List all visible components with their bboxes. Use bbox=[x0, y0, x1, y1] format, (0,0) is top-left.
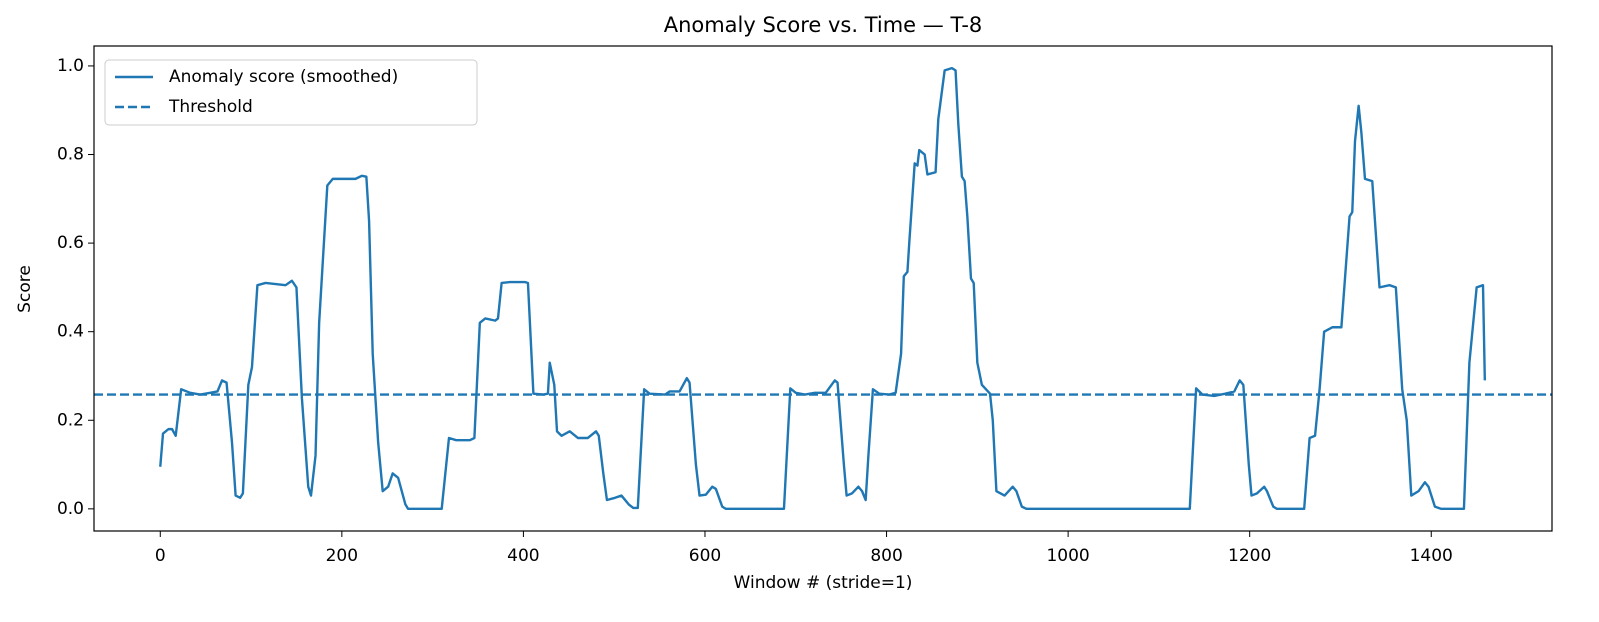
y-tick-label: 0.8 bbox=[57, 145, 84, 165]
x-tick-label: 1400 bbox=[1410, 546, 1453, 566]
chart-title: Anomaly Score vs. Time — T-8 bbox=[664, 13, 983, 37]
x-tick-label: 600 bbox=[689, 546, 721, 566]
x-tick-label: 800 bbox=[870, 546, 902, 566]
axes-frame bbox=[93, 45, 1553, 532]
legend-label: Threshold bbox=[168, 97, 253, 117]
x-tick-label: 400 bbox=[507, 546, 539, 566]
x-tick-label: 0 bbox=[155, 546, 166, 566]
y-tick-label: 0.2 bbox=[57, 410, 84, 430]
legend-label: Anomaly score (smoothed) bbox=[169, 67, 398, 87]
legend-box bbox=[104, 59, 478, 126]
x-tick-label: 1000 bbox=[1046, 546, 1089, 566]
x-tick-label: 1200 bbox=[1228, 546, 1271, 566]
x-tick-label: 200 bbox=[326, 546, 358, 566]
y-axis-label: Score bbox=[15, 265, 35, 313]
y-tick-label: 0.4 bbox=[57, 322, 84, 342]
series-line bbox=[159, 66, 1487, 511]
y-tick-label: 0.0 bbox=[57, 499, 84, 519]
x-axis-label: Window # (stride=1) bbox=[734, 573, 913, 593]
y-tick-label: 0.6 bbox=[57, 233, 84, 253]
y-tick-label: 1.0 bbox=[57, 56, 84, 76]
